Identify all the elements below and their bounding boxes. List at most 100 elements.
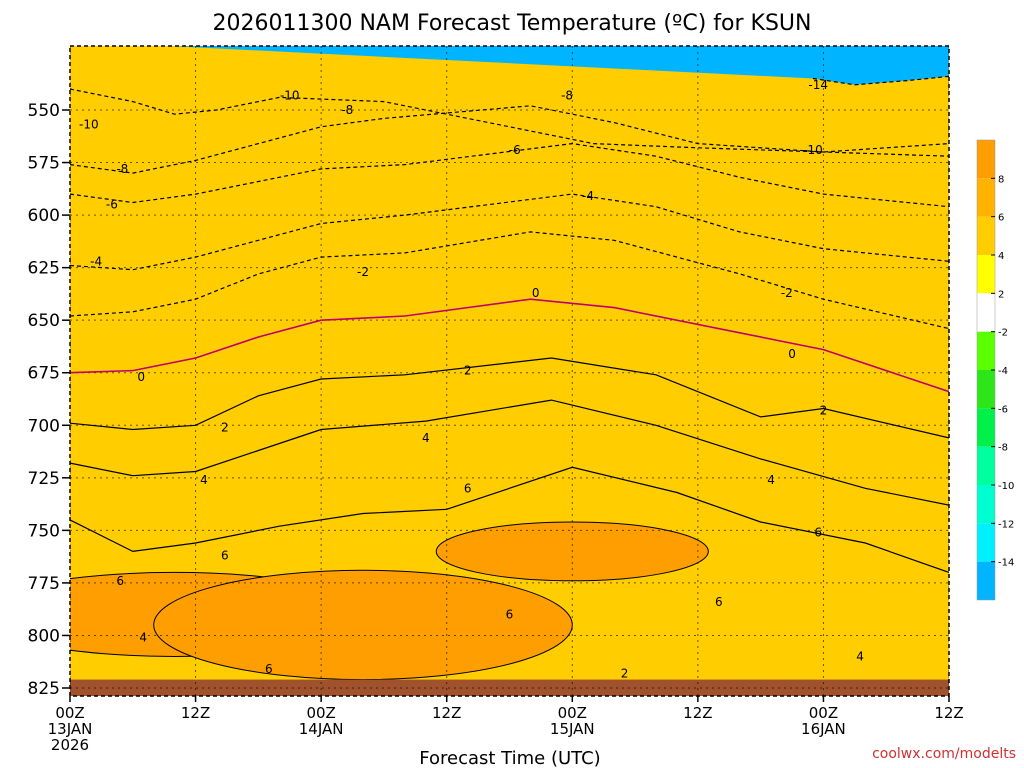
ytick-label-800: 800 [28,626,60,646]
colorbar-band-0 [977,140,995,179]
contour-label-20: 4 [422,431,430,445]
xtick-label-24-0: 00Z [306,704,335,722]
contour-label-18: 2 [820,404,828,418]
contour-2 [70,357,949,439]
contour-4 [70,399,949,506]
ytick-label-600: 600 [28,206,60,226]
contour-label-15: 0 [788,347,796,361]
colorbar-band-9 [977,485,995,524]
contour-label-3: -10 [803,143,823,157]
xtick-label-72-0: 00Z [809,704,838,722]
contour--6 [70,142,949,208]
colorbar: 8 6 4 2 -2 -4 -6 -8 -10 -12 -14 [976,139,1014,601]
colorbar-band-11 [977,561,995,600]
xtick-label-0-1: 13JAN [48,720,93,738]
colorbar-label-8: -10 [998,481,1014,492]
ytick-label-675: 675 [28,364,60,384]
contour-label-28: 6 [116,574,124,588]
colorbar-label-2: 4 [998,251,1004,262]
contour--8 [70,105,949,174]
contour-label-16: 2 [464,364,472,378]
contour-label-4: -8 [341,103,353,117]
warm-pocket-2 [153,569,573,681]
contour-label-2: -10 [79,118,99,132]
contour-label-30: 6 [715,595,723,609]
colorbar-label-6: -6 [998,404,1008,415]
xtick-label-84-0: 12Z [934,704,963,722]
contour-label-31: 6 [265,662,273,676]
contour-label-25: 6 [464,481,472,495]
colorbar-label-1: 6 [998,213,1004,224]
colorbar-band-7 [977,408,995,447]
credit-text: coolwx.com/modelts [872,746,1016,762]
colorbar-band-8 [977,446,995,485]
ytick-label-825: 825 [28,679,60,699]
contour-6 [70,466,949,573]
colorbar-band-6 [977,370,995,409]
colorbar-label-10: -14 [998,558,1014,569]
xtick-label-72-1: 16JAN [801,720,846,738]
contour-label-1: -10 [280,88,300,102]
contour-label-17: 2 [221,420,229,434]
ytick-label-750: 750 [28,521,60,541]
band-fill-above-6 [70,46,949,573]
temperature-bands [70,46,949,696]
colorbar-label-0: 8 [998,174,1004,185]
contour-label-13: 0 [532,286,540,300]
ytick-label-575: 575 [28,154,60,174]
colorbar-band-1 [977,178,995,217]
ytick-label-550: 550 [28,101,60,121]
y-axis-ticks: 550 575 600 625 650 675 700 725 750 775 800 825 [28,101,70,699]
colorbar-band-5 [977,331,995,370]
contour-label-21: 4 [200,473,208,487]
xtick-label-36-0: 12Z [432,704,461,722]
colorbar-label-9: -12 [998,519,1014,530]
plot-area: -14 -10 -10 -10 -8 -8 -8 -6 -6 -4 -4 -2 -2 0 0 0 2 2 2 2 4 4 4… [70,46,949,696]
plot-frame [69,45,950,697]
ytick-label-775: 775 [28,574,60,594]
contour-label-8: -6 [106,198,118,212]
ytick-label-700: 700 [28,416,60,436]
contour-label-29: 6 [506,607,514,621]
contour-label-10: -4 [90,254,102,268]
x-axis-label: Forecast Time (UTC) [419,748,600,768]
xtick-label-48-0: 00Z [558,704,587,722]
contour-label-6: -8 [116,162,128,176]
contour--4 [70,193,949,271]
contour-labels: -14 -10 -10 -10 -8 -8 -8 -6 -6 -4 -4 -2 -2 0 0 0 2 2 2 2 4 4 4… [79,78,864,681]
contour--14 [812,75,949,86]
contour-label-26: 6 [221,549,229,563]
chart-title: 2026011300 NAM Forecast Temperature (ºC)… [213,11,812,36]
xtick-label-60-0: 12Z [683,704,712,722]
contour-label-24: 4 [856,649,864,663]
contour-label-22: 4 [767,473,775,487]
colorbar-label-3: 2 [998,289,1004,300]
xtick-label-0-0: 00Z [55,704,84,722]
contour-label-27: 6 [814,525,822,539]
colorbar-band-4 [977,293,995,332]
contour-label-14: 0 [137,370,145,384]
contour-0 [70,298,949,393]
contour-label-11: -2 [357,265,369,279]
colorbar-label-5: -4 [998,366,1008,377]
colorbar-label-4: -2 [998,328,1008,339]
gridlines [70,46,949,696]
xtick-label-0-2: 2026 [51,736,89,754]
band-fill-coldest [169,46,949,85]
contour-lines [70,75,949,573]
contour-label-5: -8 [561,88,573,102]
xtick-label-48-1: 15JAN [550,720,595,738]
contour-label-23: 4 [139,631,147,645]
contour-label-7: -6 [509,143,521,157]
contour--2 [70,231,949,330]
colorbar-band-10 [977,523,995,562]
contour-label-9: -4 [582,189,594,203]
colorbar-band-3 [977,255,995,294]
ytick-label-625: 625 [28,259,60,279]
contour-label-19: 2 [621,666,629,680]
xtick-label-24-1: 14JAN [299,720,344,738]
colorbar-label-7: -8 [998,443,1008,454]
contour--10 [70,88,949,153]
